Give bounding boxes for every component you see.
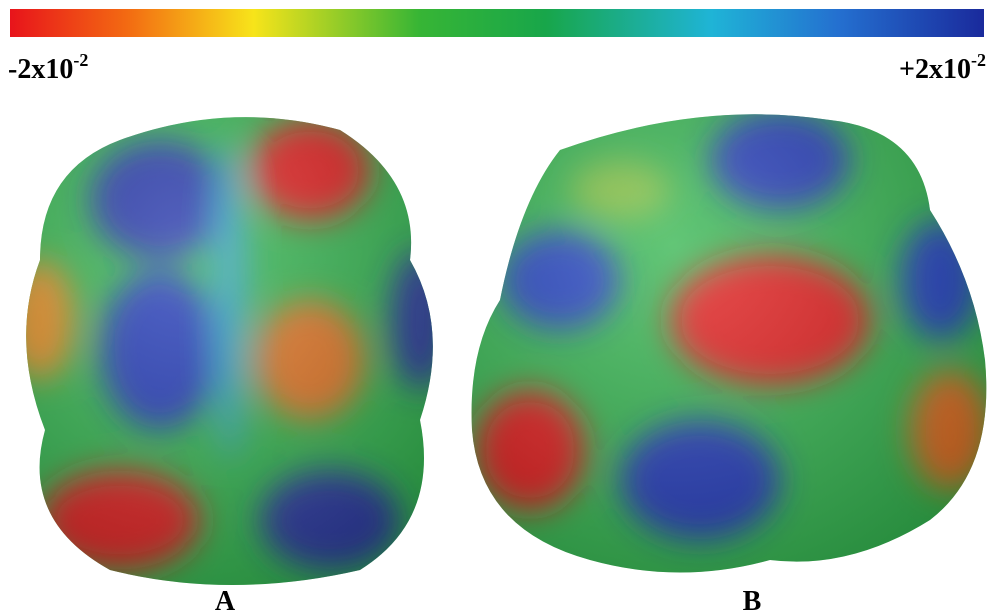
figure: -2x10-2 +2x10-2 A B xyxy=(0,0,994,616)
surface-b xyxy=(460,90,994,610)
colorbar xyxy=(10,9,984,37)
panel-label: A xyxy=(215,586,236,616)
colorbar-min: -2x10-2 xyxy=(8,50,88,85)
colorbar-min-exp: -2 xyxy=(73,50,88,70)
surface-a xyxy=(0,90,460,610)
colorbar-max-base: +2x10 xyxy=(899,54,971,85)
colorbar-min-base: -2x10 xyxy=(8,54,73,85)
panel-label: B xyxy=(743,586,762,616)
colorbar-max-exp: -2 xyxy=(971,50,986,70)
colorbar-max: +2x10-2 xyxy=(899,50,986,85)
page: -2x10-2 +2x10-2 A B xyxy=(0,0,994,616)
